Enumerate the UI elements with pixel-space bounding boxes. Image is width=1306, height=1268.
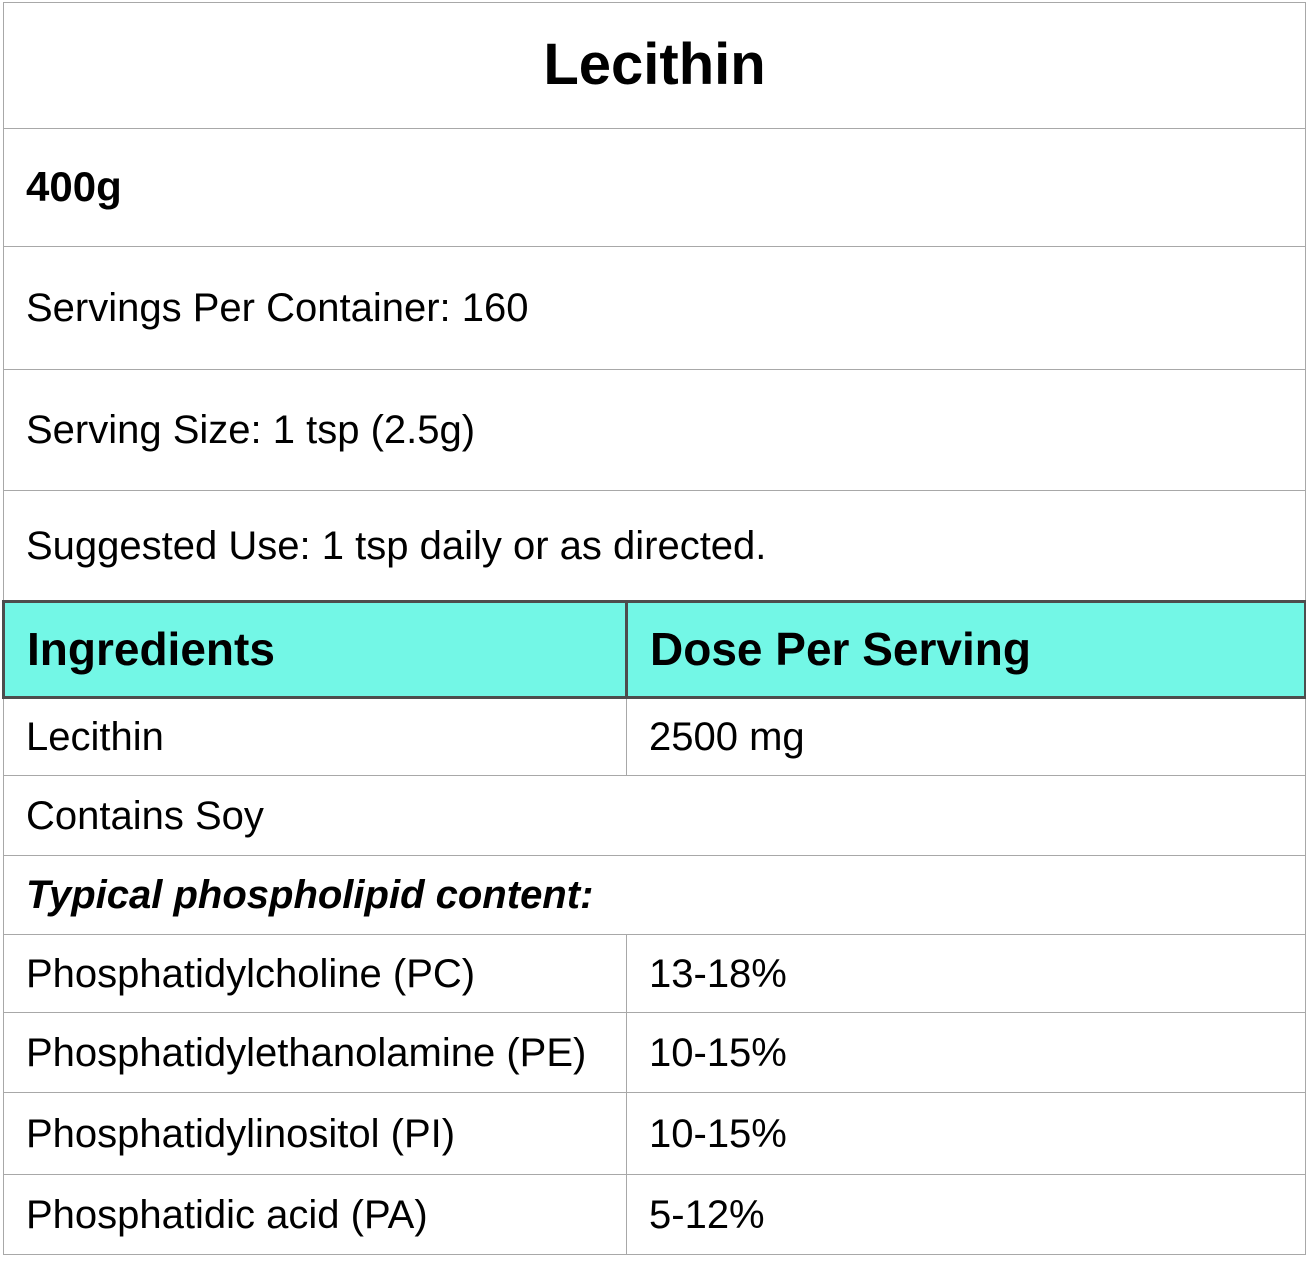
title-row: Lecithin	[3, 2, 1306, 129]
suggested-use-row: Suggested Use: 1 tsp daily or as directe…	[3, 490, 1306, 602]
phospholipid-heading-row: Typical phospholipid content:	[3, 855, 1306, 935]
serving-size: Serving Size: 1 tsp (2.5g)	[3, 369, 1306, 491]
allergen-note: Contains Soy	[3, 775, 1306, 856]
servings-per-container: Servings Per Container: 160	[3, 246, 1306, 370]
phospholipid-dose: 10-15%	[626, 1092, 1306, 1175]
phospholipid-row-pc: Phosphatidylcholine (PC) 13-18%	[3, 934, 1306, 1013]
weight-row: 400g	[3, 128, 1306, 247]
phospholipid-row-pa: Phosphatidic acid (PA) 5-12%	[3, 1174, 1306, 1255]
product-title: Lecithin	[3, 2, 1306, 129]
phospholipid-name: Phosphatidic acid (PA)	[3, 1174, 627, 1255]
ingredient-dose: 2500 mg	[626, 697, 1306, 776]
phospholipid-name: Phosphatidylinositol (PI)	[3, 1092, 627, 1175]
phospholipid-dose: 5-12%	[626, 1174, 1306, 1255]
allergen-row: Contains Soy	[3, 775, 1306, 856]
suggested-use: Suggested Use: 1 tsp daily or as directe…	[3, 490, 1306, 602]
column-header-ingredients: Ingredients	[2, 600, 628, 699]
table-header-row: Ingredients Dose Per Serving	[2, 600, 1306, 699]
ingredient-name: Lecithin	[3, 697, 627, 776]
phospholipid-dose: 13-18%	[626, 934, 1306, 1013]
phospholipid-row-pe: Phosphatidylethanolamine (PE) 10-15%	[3, 1012, 1306, 1093]
servings-row: Servings Per Container: 160	[3, 246, 1306, 370]
product-weight: 400g	[3, 128, 1306, 247]
column-header-dose: Dose Per Serving	[625, 600, 1306, 699]
phospholipid-dose: 10-15%	[626, 1012, 1306, 1093]
phospholipid-name: Phosphatidylethanolamine (PE)	[3, 1012, 627, 1093]
serving-size-row: Serving Size: 1 tsp (2.5g)	[3, 369, 1306, 491]
phospholipid-name: Phosphatidylcholine (PC)	[3, 934, 627, 1013]
ingredient-row-lecithin: Lecithin 2500 mg	[3, 697, 1306, 776]
phospholipid-row-pi: Phosphatidylinositol (PI) 10-15%	[3, 1092, 1306, 1175]
phospholipid-heading: Typical phospholipid content:	[3, 855, 1306, 935]
